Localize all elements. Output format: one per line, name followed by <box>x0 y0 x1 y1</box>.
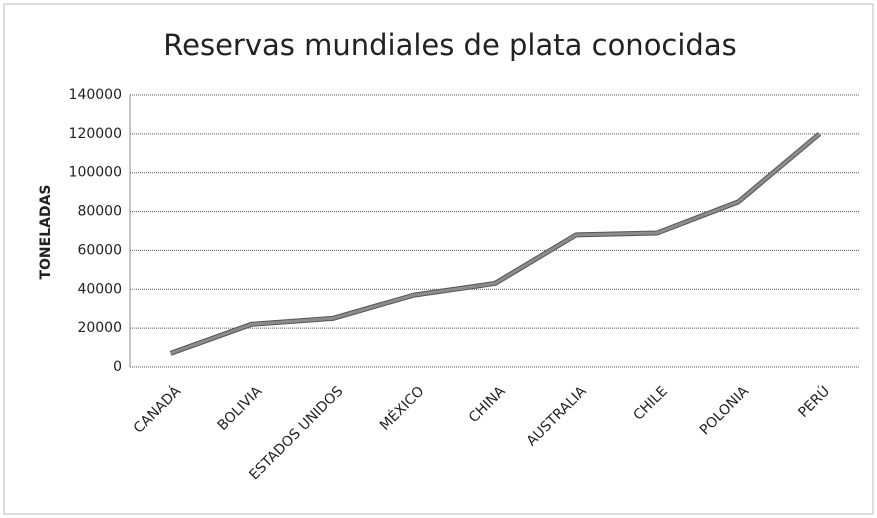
y-tick-label: 120000 <box>69 126 122 142</box>
chart-border <box>3 3 874 515</box>
chart-title: Reservas mundiales de plata conocidas <box>163 28 736 62</box>
y-tick-label: 100000 <box>69 165 122 181</box>
y-tick-label: 140000 <box>69 87 122 103</box>
y-tick-label: 20000 <box>77 320 122 336</box>
y-axis-label: TONELADAS <box>38 184 54 279</box>
y-tick-label: 80000 <box>77 204 122 220</box>
y-tick-label: 60000 <box>77 242 122 258</box>
y-tick-label: 0 <box>113 359 122 375</box>
line <box>170 132 821 355</box>
y-tick-label: 40000 <box>77 281 122 297</box>
